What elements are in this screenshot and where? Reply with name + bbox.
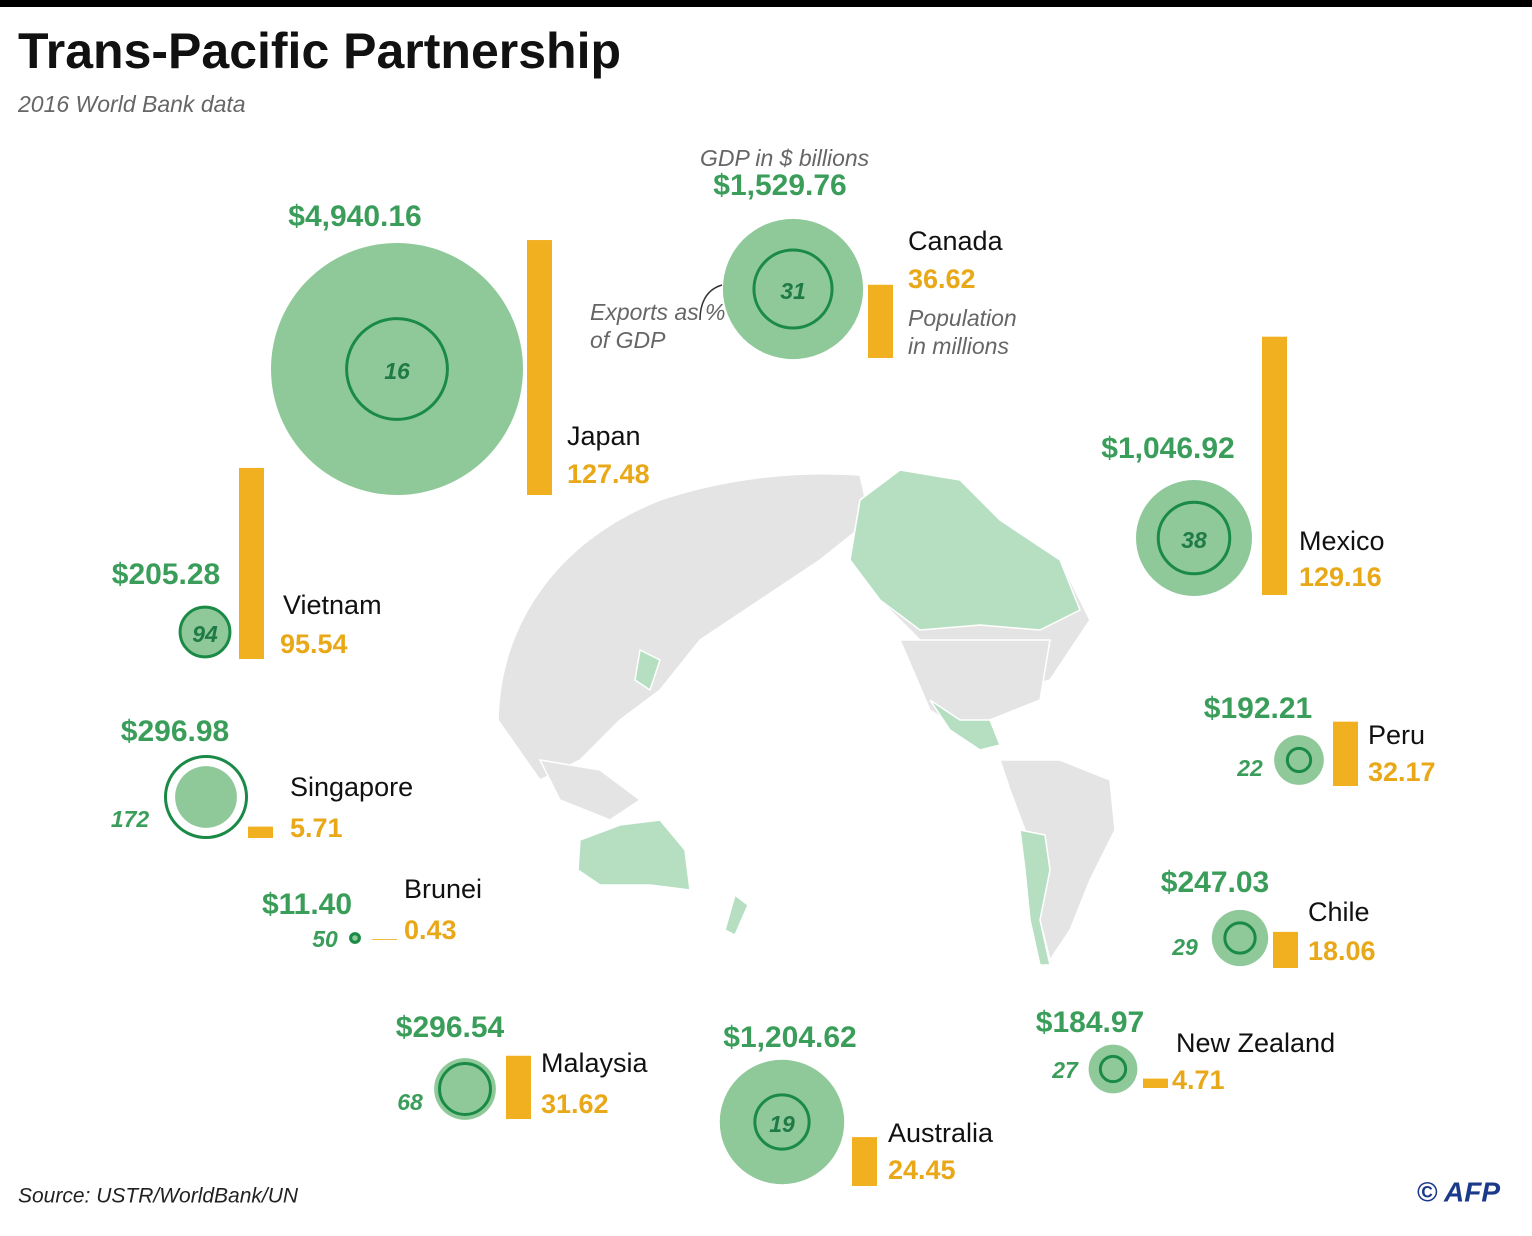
gdp-label: $247.03 <box>1161 866 1269 899</box>
gdp-bubble <box>722 218 864 360</box>
country-name: Canada <box>908 226 1004 256</box>
gdp-label: $205.28 <box>112 558 220 591</box>
population-bar <box>1262 336 1287 595</box>
gdp-label: $1,204.62 <box>723 1021 856 1054</box>
exports-ring <box>178 605 232 659</box>
gdp-bubble <box>1088 1044 1138 1094</box>
country-name: Chile <box>1308 897 1370 927</box>
country-name: New Zealand <box>1176 1028 1335 1058</box>
country-name: Peru <box>1368 720 1425 750</box>
gdp-label: $192.21 <box>1204 692 1312 725</box>
exports-ring <box>1156 500 1232 576</box>
exports-ring <box>349 932 361 944</box>
population-bar <box>248 826 273 838</box>
population-bar <box>506 1055 531 1119</box>
gdp-bubble <box>719 1059 845 1185</box>
gdp-bubble <box>434 1058 496 1120</box>
title: Trans-Pacific Partnership <box>18 23 621 79</box>
population-bar <box>868 284 893 358</box>
country-name: Japan <box>567 421 641 451</box>
exports-label: 94 <box>192 621 218 647</box>
gdp-note: GDP in $ billions <box>700 145 870 171</box>
exports-ring <box>752 248 834 330</box>
population-label: 4.71 <box>1172 1065 1225 1095</box>
exports-label: 50 <box>312 926 338 952</box>
exports-label: 68 <box>397 1089 423 1115</box>
gdp-label: $184.97 <box>1036 1006 1144 1039</box>
population-bar <box>1333 721 1358 786</box>
population-label: 129.16 <box>1299 562 1382 592</box>
gdp-bubble <box>1274 735 1324 785</box>
country-name: Malaysia <box>541 1048 649 1078</box>
population-bar <box>527 240 552 495</box>
exports-ring <box>1223 921 1257 955</box>
exports-ring <box>438 1062 492 1116</box>
population-label: 5.71 <box>290 813 343 843</box>
gdp-label: $1,046.92 <box>1101 432 1234 465</box>
population-bar <box>1273 931 1298 968</box>
population-note: Population in millions <box>908 305 1017 359</box>
top-rule <box>0 0 1532 7</box>
gdp-bubble <box>1211 909 1269 967</box>
exports-ring <box>1098 1054 1128 1084</box>
gdp-bubble <box>175 766 237 828</box>
gdp-label: $296.54 <box>396 1011 505 1044</box>
gdp-label: $1,529.76 <box>713 169 846 202</box>
exports-label: 19 <box>769 1111 795 1137</box>
country-name: Australia <box>888 1118 994 1148</box>
exports-label: 38 <box>1181 527 1207 553</box>
leader-line <box>699 284 723 321</box>
exports-ring <box>753 1093 811 1151</box>
population-label: 127.48 <box>567 459 650 489</box>
exports-label: 172 <box>111 806 150 832</box>
exports-label: 27 <box>1051 1057 1079 1083</box>
exports-label: 29 <box>1171 934 1198 960</box>
exports-label: 16 <box>384 358 410 384</box>
exports-note: Exports as % of GDP <box>590 299 726 353</box>
population-bar <box>852 1137 877 1186</box>
population-label: 36.62 <box>908 264 976 294</box>
gdp-label: $4,940.16 <box>288 200 421 233</box>
gdp-label: $296.98 <box>121 715 229 748</box>
country-name: Singapore <box>290 772 413 802</box>
exports-ring <box>163 754 249 840</box>
country-name: Vietnam <box>283 590 382 620</box>
gdp-label: $11.40 <box>262 888 352 921</box>
country-name: Mexico <box>1299 526 1385 556</box>
subtitle: 2016 World Bank data <box>17 91 246 117</box>
population-label: 95.54 <box>280 629 348 659</box>
member-countries-map <box>577 469 1081 966</box>
exports-label: 31 <box>780 278 806 304</box>
population-label: 0.43 <box>404 915 457 945</box>
population-label: 31.62 <box>541 1089 609 1119</box>
source: Source: USTR/WorldBank/UN <box>18 1185 299 1208</box>
gdp-bubble <box>179 606 231 658</box>
population-bar <box>372 939 397 940</box>
country-name: Brunei <box>404 874 482 904</box>
population-bar <box>1143 1078 1168 1088</box>
exports-ring <box>1285 746 1313 774</box>
gdp-bubble <box>271 243 523 495</box>
exports-ring <box>345 317 449 421</box>
gdp-bubble <box>1135 479 1253 597</box>
population-bar <box>239 467 264 659</box>
exports-label: 22 <box>1236 755 1263 781</box>
population-label: 18.06 <box>1308 936 1376 966</box>
population-label: 24.45 <box>888 1155 956 1185</box>
credit: © AFP <box>1417 1176 1501 1207</box>
population-label: 32.17 <box>1368 757 1436 787</box>
